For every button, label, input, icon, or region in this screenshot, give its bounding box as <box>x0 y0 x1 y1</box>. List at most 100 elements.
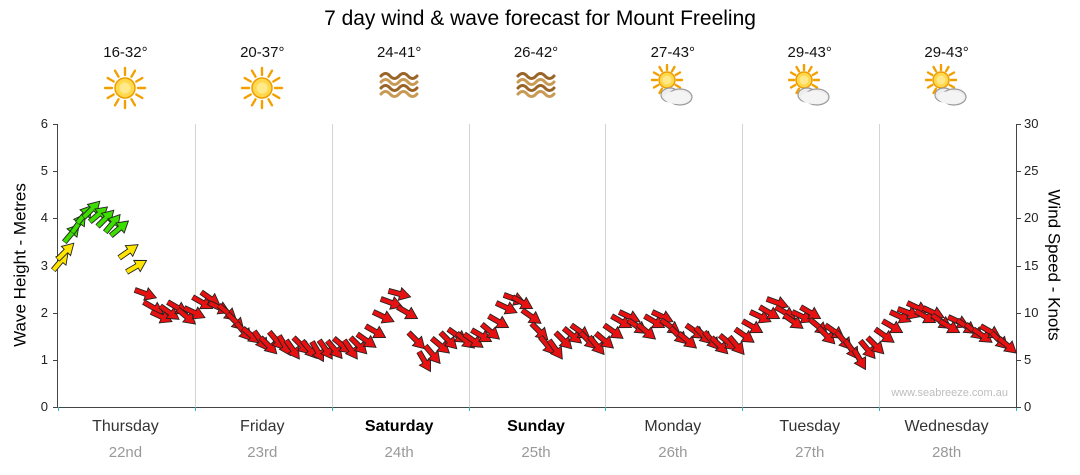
wave-axis-tick-label: 2 <box>40 304 48 320</box>
knots-axis-tick-label: 20 <box>1024 210 1039 226</box>
wind-arrow <box>321 336 348 364</box>
knots-axis-tick <box>1016 359 1021 361</box>
weather-icon-wrap <box>924 63 970 112</box>
wind-arrow <box>99 209 126 237</box>
knots-axis-tick-label: 0 <box>1024 399 1032 414</box>
knots-axis-tick <box>1016 265 1021 267</box>
wind-arrow <box>780 309 808 335</box>
wave-axis-tick <box>53 171 58 173</box>
day-date-label: 24th <box>384 444 414 461</box>
wind-arrow <box>641 310 669 335</box>
bottom-axis-tick <box>331 407 333 411</box>
wave-axis-tick <box>53 124 58 125</box>
wind-arrow <box>394 300 422 325</box>
knots-axis-tick-label: 15 <box>1024 257 1039 273</box>
bottom-axis-tick <box>58 407 59 411</box>
bottom-axis-tick <box>605 407 607 411</box>
knots-axis-tick-label: 30 <box>1024 116 1039 131</box>
wind-arrow <box>591 328 619 355</box>
wind-arrow <box>599 318 627 344</box>
wind-arrow <box>485 310 513 335</box>
day-date-label: 27th <box>795 444 825 461</box>
partly-cloudy-icon <box>650 63 693 106</box>
knots-axis-tick <box>1016 124 1021 125</box>
day-gridline <box>331 124 333 407</box>
wind-arrow <box>723 332 750 360</box>
wind-arrow <box>92 205 120 233</box>
wind-arrow <box>106 214 134 241</box>
day-gridline <box>605 124 607 407</box>
knots-axis-tick <box>1016 218 1021 220</box>
wind-arrow <box>436 327 464 355</box>
wind-arrow <box>255 332 283 360</box>
bottom-axis-tick <box>879 407 881 411</box>
wind-arrow <box>707 332 735 360</box>
wind-arrow <box>123 253 151 278</box>
temp-range: 29-43° <box>924 44 969 61</box>
day-name-label: Tuesday <box>779 418 841 435</box>
wind-arrow <box>387 283 414 304</box>
day-gridline <box>879 124 881 407</box>
wind-arrow <box>879 314 907 339</box>
temp-range: 24-41° <box>376 44 422 61</box>
temp-range: 27-43° <box>650 44 696 61</box>
day-date-label: 22nd <box>108 444 143 461</box>
day-name-label: Monday <box>644 418 702 435</box>
wind-arrow <box>280 336 306 364</box>
wind-arrow <box>673 328 701 355</box>
bottom-axis-tick <box>468 407 470 411</box>
wind-arrow <box>608 310 636 335</box>
temp-range: 16-32° <box>103 44 148 61</box>
wind-arrow <box>156 300 184 326</box>
partly-cloudy-icon <box>924 63 967 106</box>
wind-arrow <box>476 318 504 345</box>
wind-arrow <box>756 300 784 325</box>
knots-axis-tick <box>1016 171 1021 173</box>
sunny-icon <box>241 66 284 110</box>
wind-arrow <box>132 283 160 305</box>
weather-icon-wrap <box>650 63 696 112</box>
wind-arrow <box>739 314 767 339</box>
knots-axis-tick <box>1016 407 1021 408</box>
wave-axis-tick-label: 1 <box>40 351 48 367</box>
wind-arrow <box>420 341 447 369</box>
wind-arrow <box>813 323 841 351</box>
wave-axis-tick-label: 6 <box>40 116 48 131</box>
partly-cloudy-icon <box>787 63 830 106</box>
knots-axis-tick-label: 25 <box>1024 163 1039 179</box>
wind-arrow <box>78 195 106 223</box>
weather-icon-wrap <box>376 64 422 112</box>
wind-arrow <box>559 323 587 350</box>
wind-arrow <box>994 332 1022 359</box>
bottom-axis-tick <box>1016 407 1017 411</box>
wind-arrow <box>797 300 825 325</box>
day-name-label: Wednesday <box>904 418 989 435</box>
bottom-axis-tick <box>742 407 744 411</box>
day-name-label: Saturday <box>364 418 434 435</box>
wind-arrow <box>173 304 201 331</box>
wind-arrow <box>788 306 816 330</box>
page-title: 7 day wind & wave forecast for Mount Fre… <box>324 7 756 30</box>
sunny-icon <box>104 66 147 110</box>
wind-arrow <box>345 332 373 360</box>
wind-arrow <box>493 296 521 320</box>
wind-arrow <box>747 306 775 330</box>
temp-range: 26-42° <box>513 44 559 61</box>
wave-axis-tick <box>53 218 58 220</box>
day-date-label: 25th <box>521 444 551 461</box>
heat-waves-icon <box>516 72 556 98</box>
day-name-label: Friday <box>240 418 285 435</box>
knots-axis-tick <box>1016 312 1021 314</box>
heat-waves-icon <box>379 72 419 98</box>
wind-arrow <box>353 328 381 354</box>
wave-axis-tick <box>53 312 58 314</box>
wave-axis-tick-label: 4 <box>40 210 48 226</box>
wind-arrow <box>887 306 915 330</box>
wave-axis-tick-label: 5 <box>40 163 48 179</box>
wind-arrow <box>403 327 431 355</box>
wind-arrow <box>412 348 437 376</box>
wind-arrow <box>468 324 496 349</box>
wind-arrow <box>863 332 891 360</box>
plot-area: www.seabreeze.com.au <box>50 124 1021 411</box>
wind-arrow <box>509 291 537 316</box>
